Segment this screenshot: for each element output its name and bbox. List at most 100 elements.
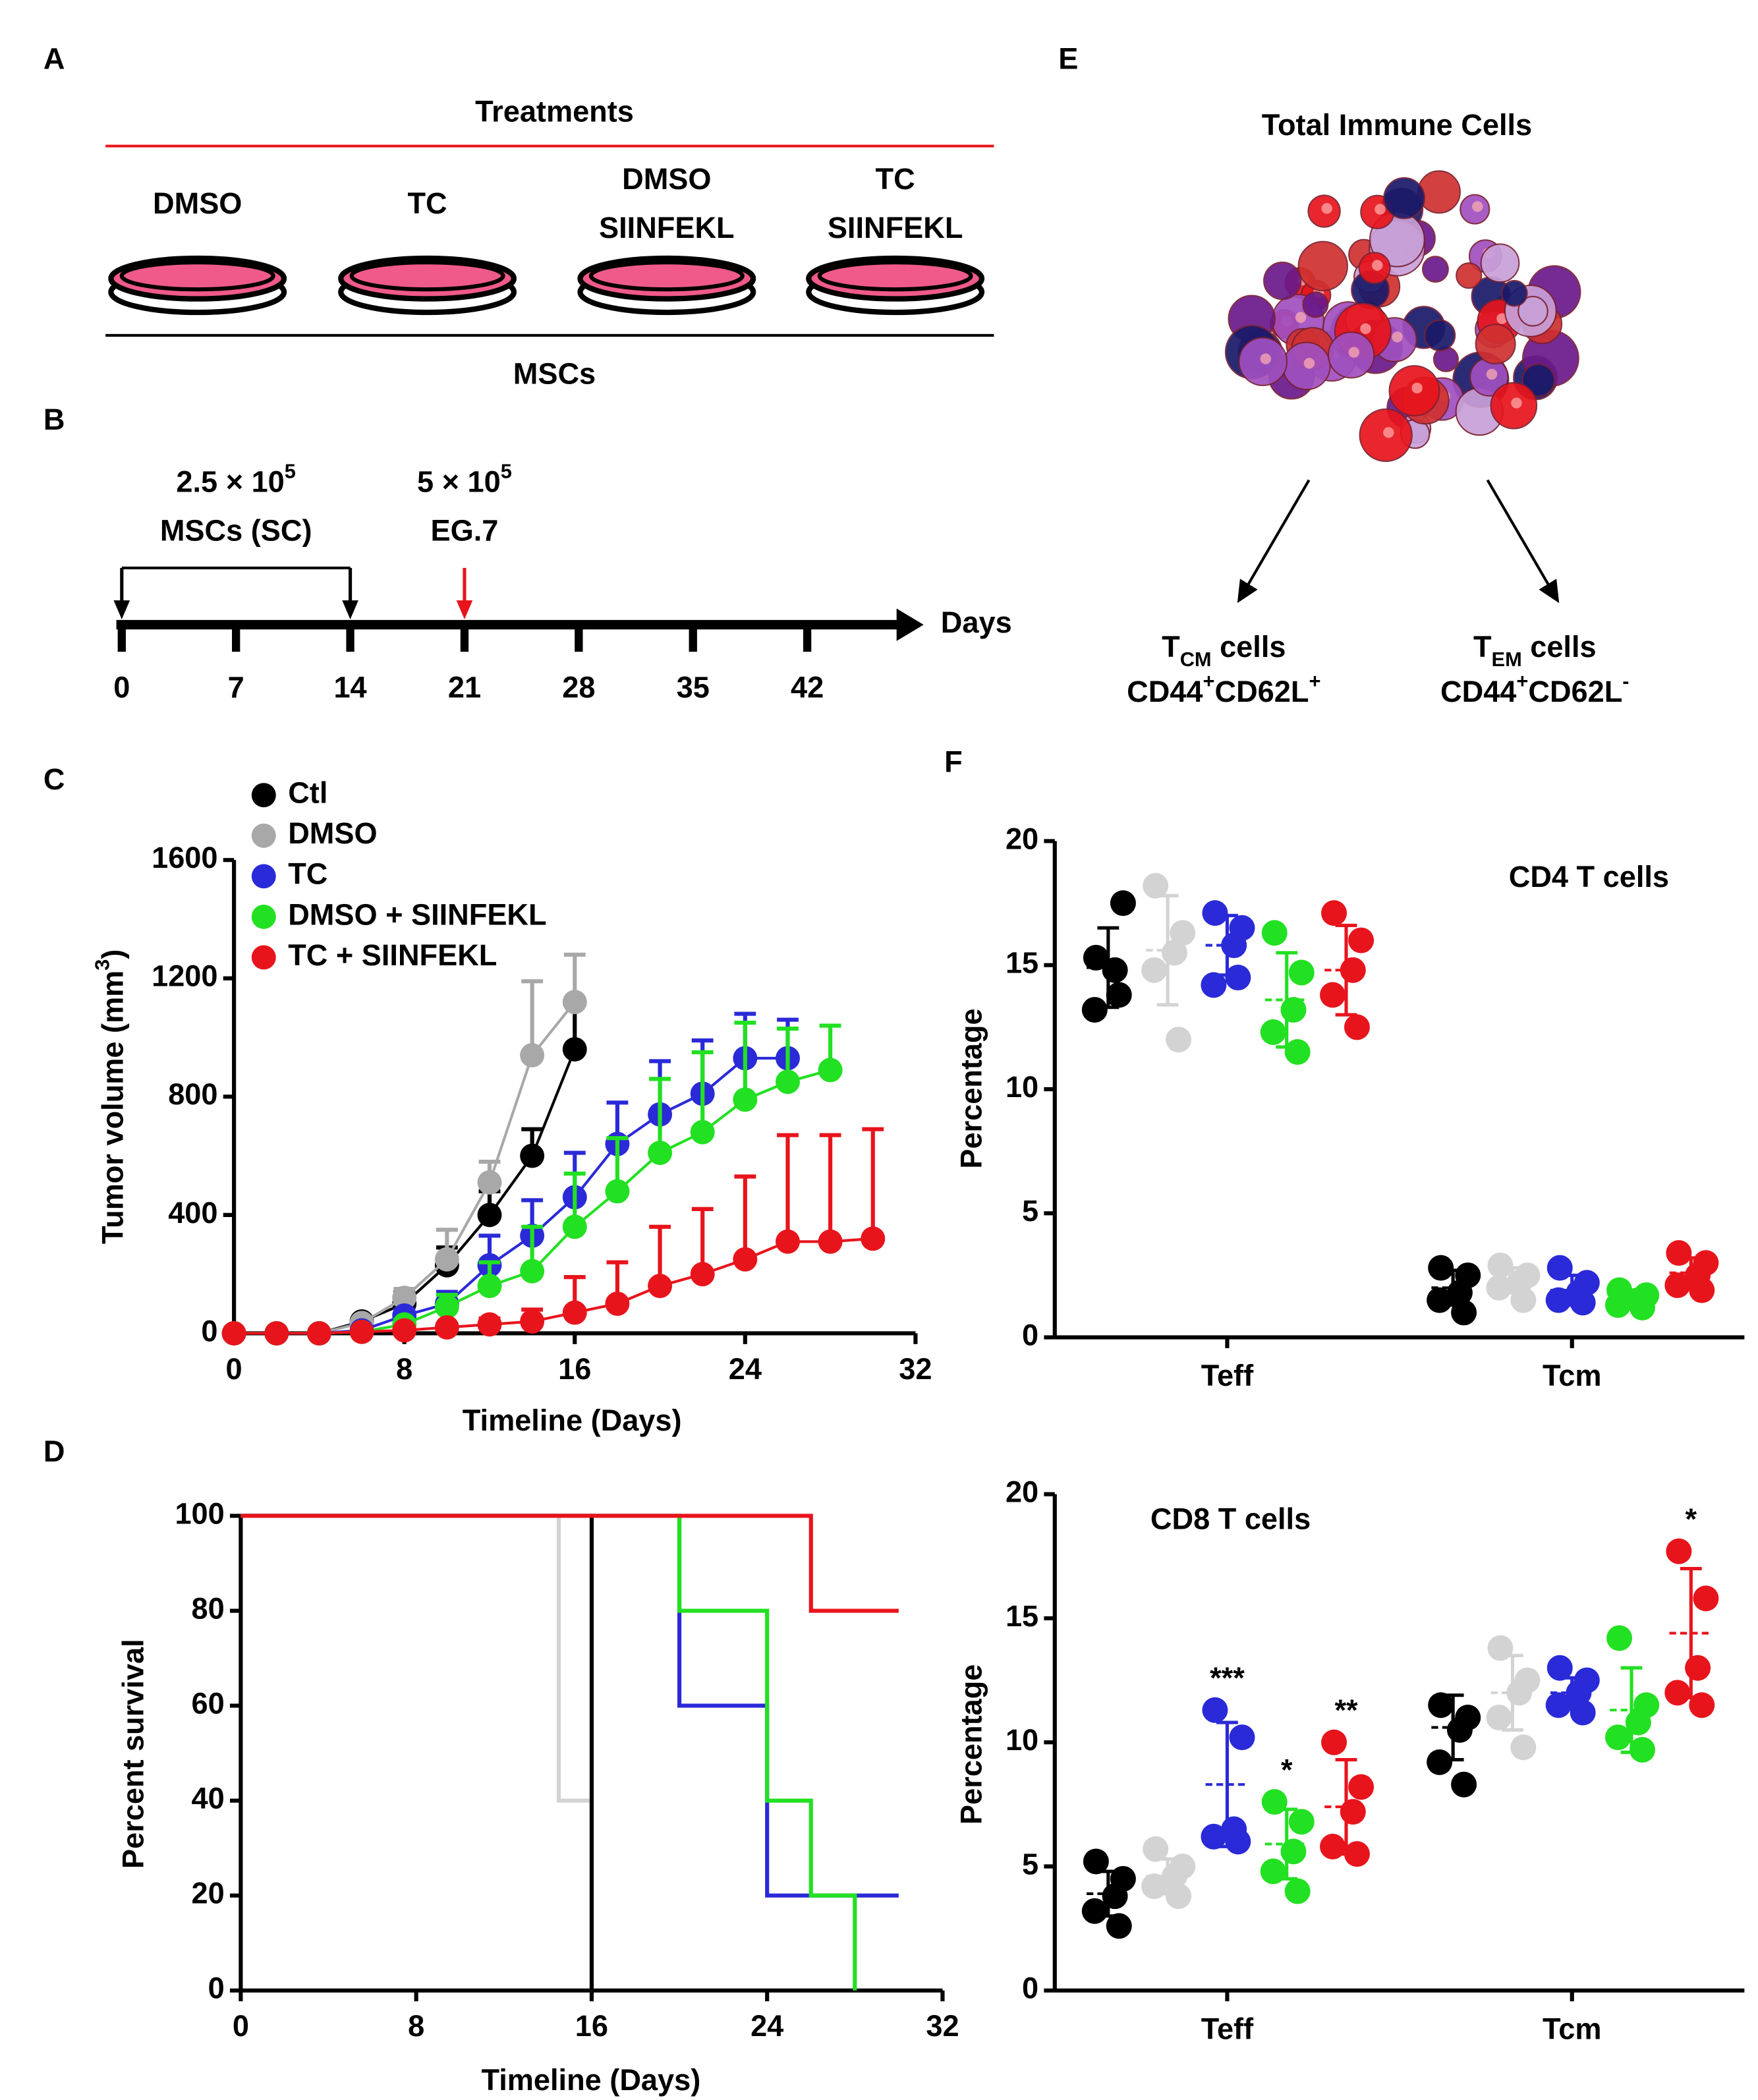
- data-point: [1451, 1771, 1477, 1798]
- data-point: [1666, 1240, 1692, 1266]
- dish-label: SIINFEKL: [599, 211, 735, 244]
- x-tick-label: 24: [751, 2009, 783, 2043]
- data-point: [1629, 1294, 1655, 1320]
- cell-nucleus: [1303, 358, 1315, 369]
- data-point: [562, 1037, 587, 1062]
- y-axis-label: Percent survival: [116, 1639, 150, 1869]
- timeline-tick-label: 35: [677, 671, 710, 704]
- subset-name: TCM cells: [1162, 630, 1286, 671]
- subset-markers: CD44+CD62L-: [1440, 669, 1630, 708]
- legend-label: DMSO + SIINFEKL: [288, 897, 546, 931]
- data-point: [733, 1087, 758, 1112]
- cell-nucleus: [1372, 260, 1383, 271]
- sup: -: [1622, 669, 1629, 692]
- data-point: [648, 1274, 673, 1299]
- timeline-label: Days: [941, 606, 1012, 639]
- y-tick-label: 20: [192, 1877, 225, 1910]
- text-part: T: [1162, 630, 1180, 664]
- cell-nucleus: [1496, 313, 1508, 324]
- data-point: [264, 1320, 289, 1346]
- significance: *: [1686, 1502, 1697, 1536]
- data-point: [1202, 1697, 1228, 1723]
- timeline-tick-label: 42: [791, 671, 824, 704]
- y-tick-label: 40: [192, 1782, 225, 1815]
- data-point: [1081, 997, 1108, 1023]
- data-point: [1201, 1823, 1227, 1850]
- data-point: [1428, 1692, 1454, 1718]
- legend-label: Ctl: [288, 776, 327, 810]
- arrow: [1486, 479, 1551, 588]
- cell-nucleus: [1486, 368, 1498, 380]
- timeline-arrowhead: [896, 608, 924, 641]
- data-point: [1083, 1848, 1109, 1875]
- data-point: [520, 1143, 545, 1168]
- data-point: [1510, 1734, 1537, 1761]
- legend-marker: [251, 945, 276, 970]
- timeline-tick-label: 21: [448, 671, 481, 704]
- arrowhead: [1237, 579, 1258, 604]
- data-point: [520, 1259, 545, 1284]
- data-point: [1570, 1699, 1596, 1726]
- panel-label: F: [944, 745, 963, 778]
- data-point: [648, 1141, 673, 1166]
- y-axis-label: Tumor volume (mm3): [90, 950, 129, 1245]
- data-point: [1689, 1277, 1715, 1303]
- data-point: [1545, 1692, 1572, 1718]
- y-tick-label: 0: [1022, 1972, 1038, 2005]
- panel-label: D: [43, 1434, 65, 1468]
- dish-rim: [119, 260, 275, 292]
- x-tick-label: 0: [226, 1352, 242, 1386]
- dose-label: 5 × 105: [417, 459, 512, 498]
- cell-nucleus: [1472, 201, 1483, 212]
- dish-label: DMSO: [153, 186, 242, 220]
- immune-cell: [1521, 363, 1556, 397]
- data-point: [1288, 959, 1315, 986]
- cell-nucleus: [1260, 353, 1272, 364]
- data-point: [1106, 1913, 1132, 1939]
- injection-arrowhead: [113, 600, 130, 619]
- immune-cell: [1424, 319, 1456, 352]
- legend-marker: [251, 864, 276, 889]
- x-tick-label: 8: [408, 2009, 424, 2043]
- y-tick-label: 400: [168, 1196, 217, 1230]
- data-point: [1666, 1538, 1692, 1564]
- immune-cell: [1475, 324, 1516, 365]
- data-point: [1428, 1255, 1454, 1281]
- data-point: [392, 1318, 417, 1343]
- cell-nucleus: [1411, 382, 1423, 394]
- immune-cell: [1297, 241, 1348, 292]
- data-point: [1161, 940, 1187, 966]
- data-point: [605, 1291, 630, 1317]
- immune-cell: [1517, 296, 1548, 327]
- data-point: [477, 1274, 502, 1299]
- cell-nucleus: [1360, 323, 1371, 335]
- x-tick-label: 0: [233, 2009, 249, 2043]
- data-point: [1143, 1836, 1169, 1862]
- x-tick-label: Tcm: [1543, 2012, 1601, 2045]
- data-point: [306, 1320, 331, 1346]
- data-point: [1446, 1717, 1473, 1743]
- arrowhead: [1539, 579, 1560, 604]
- data-point: [221, 1320, 246, 1346]
- sub: CM: [1180, 648, 1212, 671]
- x-tick-label: Teff: [1201, 1359, 1254, 1392]
- text-part: CD44: [1440, 675, 1516, 708]
- data-point: [733, 1247, 758, 1272]
- timeline-tick-label: 14: [333, 671, 366, 704]
- data-point: [477, 1312, 502, 1337]
- legend-label: DMSO: [288, 816, 377, 850]
- dish-rim: [817, 260, 973, 292]
- text-part: 5 × 10: [417, 465, 501, 499]
- data-point: [1166, 1027, 1192, 1053]
- series-line: [234, 1237, 873, 1335]
- legend-label: TC: [288, 857, 327, 891]
- survival-curve: [241, 1514, 857, 1991]
- y-tick-label: 800: [168, 1077, 217, 1111]
- y-tick-label: 80: [192, 1591, 225, 1625]
- chart-title: CD8 T cells: [1150, 1502, 1311, 1536]
- panel-label: C: [43, 762, 65, 796]
- data-point: [776, 1229, 800, 1254]
- data-point: [1106, 982, 1132, 1008]
- data-point: [477, 1203, 502, 1228]
- data-point: [1260, 1019, 1286, 1045]
